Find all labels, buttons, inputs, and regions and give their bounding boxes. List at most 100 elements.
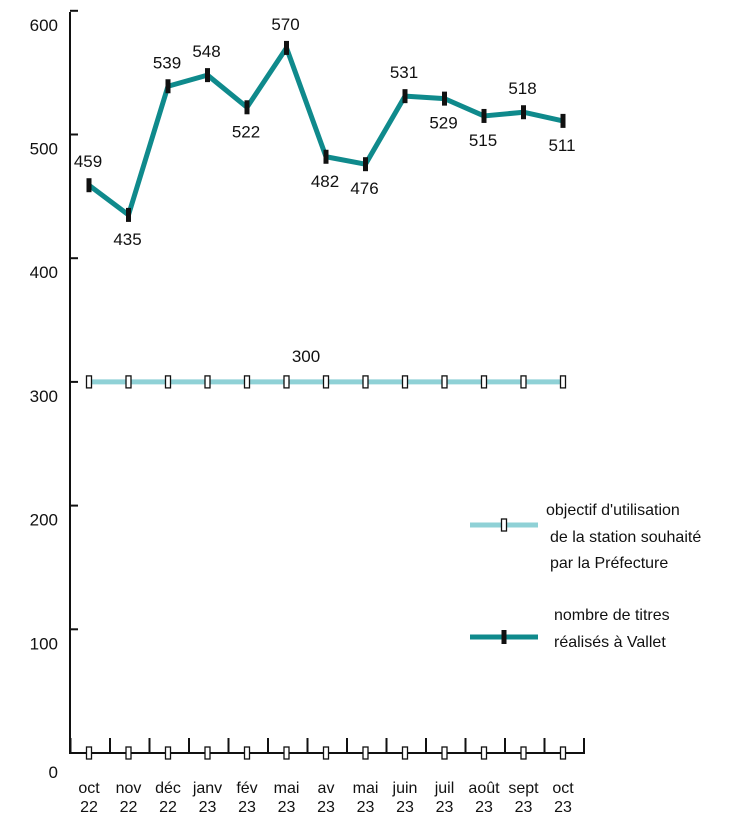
- y-tick-label: 400: [30, 263, 58, 282]
- legend-objectif: objectif d'utilisation de la station souh…: [470, 502, 701, 572]
- solid-marker: [244, 100, 250, 115]
- open-marker: [322, 375, 330, 389]
- open-marker: [500, 518, 508, 532]
- data-label-titres: 548: [192, 42, 220, 61]
- legend-label: de la station souhaité: [550, 529, 701, 546]
- data-label-titres: 476: [350, 179, 378, 198]
- data-label-titres: 539: [153, 53, 181, 72]
- open-marker: [283, 375, 290, 389]
- solid-marker: [521, 105, 526, 120]
- legend-label: par la Préfecture: [550, 555, 668, 572]
- solid-marker: [442, 91, 447, 106]
- open-marker: [164, 375, 172, 389]
- data-label-titres: 515: [469, 131, 497, 150]
- open-marker: [480, 375, 488, 389]
- data-label-titres: 570: [271, 15, 299, 34]
- data-label-titres: 511: [548, 136, 575, 155]
- solid-marker: [284, 40, 289, 55]
- solid-marker: [501, 630, 507, 644]
- data-label-titres: 518: [508, 79, 536, 98]
- solid-marker: [481, 108, 487, 123]
- solid-marker: [205, 68, 210, 83]
- solid-marker: [86, 178, 92, 193]
- open-marker: [480, 746, 488, 760]
- x-tick-label-year: 23: [357, 799, 375, 816]
- open-marker: [85, 375, 93, 389]
- solid-marker: [363, 157, 368, 172]
- x-tick-label-month: nov: [116, 780, 142, 797]
- data-label-objectif: 300: [292, 347, 320, 366]
- solid-marker: [323, 149, 329, 164]
- y-tick-label: 500: [30, 140, 58, 159]
- open-marker: [520, 746, 527, 760]
- legend-titres: nombre de titres réalisés à Vallet: [470, 607, 670, 651]
- chart-series: 300 459 435 539 548 522 570 482 476 531 529 515 518 5…: [74, 15, 576, 389]
- x-tick-label-month: av: [318, 780, 335, 797]
- open-marker: [243, 375, 251, 389]
- x-tick-label-year: 23: [436, 799, 454, 816]
- legend-label: nombre de titres: [554, 607, 670, 624]
- data-label-titres: 522: [232, 122, 260, 141]
- x-axis-ticks: oct 22 nov 22 déc 22 janv 23 fév 23 mai 23 av 23 mai 23…: [69, 738, 585, 816]
- x-tick-label-year: 23: [238, 799, 256, 816]
- x-tick-label-year: 23: [396, 799, 414, 816]
- open-marker: [125, 375, 132, 389]
- x-tick-label-month: juil: [434, 780, 455, 797]
- open-marker: [559, 746, 567, 760]
- x-tick-label-year: 23: [475, 799, 493, 816]
- legend-label: objectif d'utilisation: [546, 502, 680, 519]
- open-marker: [204, 375, 211, 389]
- x-tick-label-year: 22: [159, 799, 177, 816]
- x-tick-label-month: mai: [274, 780, 300, 797]
- open-marker: [401, 746, 409, 760]
- x-tick-label-month: déc: [155, 780, 181, 797]
- y-tick-label: 600: [30, 16, 58, 35]
- x-tick-label-year: 23: [278, 799, 296, 816]
- x-tick-label-year: 22: [80, 799, 98, 816]
- open-marker: [362, 375, 369, 389]
- y-tick-label: 200: [30, 511, 58, 530]
- y-axis-ticks: 0 100 200 300 400 500 600: [30, 9, 78, 782]
- x-tick-label-month: mai: [353, 780, 379, 797]
- chart-legend: objectif d'utilisation de la station souh…: [470, 502, 701, 651]
- open-marker: [125, 746, 132, 760]
- open-marker: [441, 746, 448, 760]
- legend-label: réalisés à Vallet: [554, 634, 666, 651]
- open-marker: [243, 746, 251, 760]
- solid-marker: [126, 207, 131, 222]
- solid-marker: [165, 79, 171, 94]
- x-tick-label-month: janv: [192, 780, 222, 797]
- open-marker: [283, 746, 290, 760]
- solid-marker: [560, 113, 566, 128]
- x-tick-label-month: fév: [236, 780, 257, 797]
- x-tick-label-month: sept: [508, 780, 539, 797]
- y-tick-label: 300: [30, 387, 58, 406]
- y-tick-label: 0: [49, 763, 58, 782]
- open-marker: [401, 375, 409, 389]
- x-tick-label-year: 23: [515, 799, 533, 816]
- data-label-titres: 531: [390, 63, 418, 82]
- x-tick-label-year: 23: [199, 799, 217, 816]
- data-label-titres: 529: [429, 114, 457, 133]
- open-marker: [204, 746, 211, 760]
- x-tick-label-year: 22: [120, 799, 138, 816]
- x-tick-label-month: oct: [552, 780, 574, 797]
- solid-marker: [402, 89, 408, 104]
- open-marker: [322, 746, 330, 760]
- open-marker: [362, 746, 369, 760]
- open-marker: [85, 746, 93, 760]
- x-tick-label-month: oct: [78, 780, 100, 797]
- open-marker: [520, 375, 527, 389]
- x-tick-label-month: juin: [392, 780, 418, 797]
- data-label-titres: 482: [311, 172, 339, 191]
- x-tick-label-month: août: [468, 780, 500, 797]
- x-tick-label-year: 23: [554, 799, 572, 816]
- data-label-titres: 459: [74, 152, 102, 171]
- x-tick-label-year: 23: [317, 799, 335, 816]
- open-marker: [441, 375, 448, 389]
- data-label-titres: 435: [113, 230, 141, 249]
- open-marker: [164, 746, 172, 760]
- y-tick-label: 100: [30, 634, 58, 653]
- open-marker: [559, 375, 567, 389]
